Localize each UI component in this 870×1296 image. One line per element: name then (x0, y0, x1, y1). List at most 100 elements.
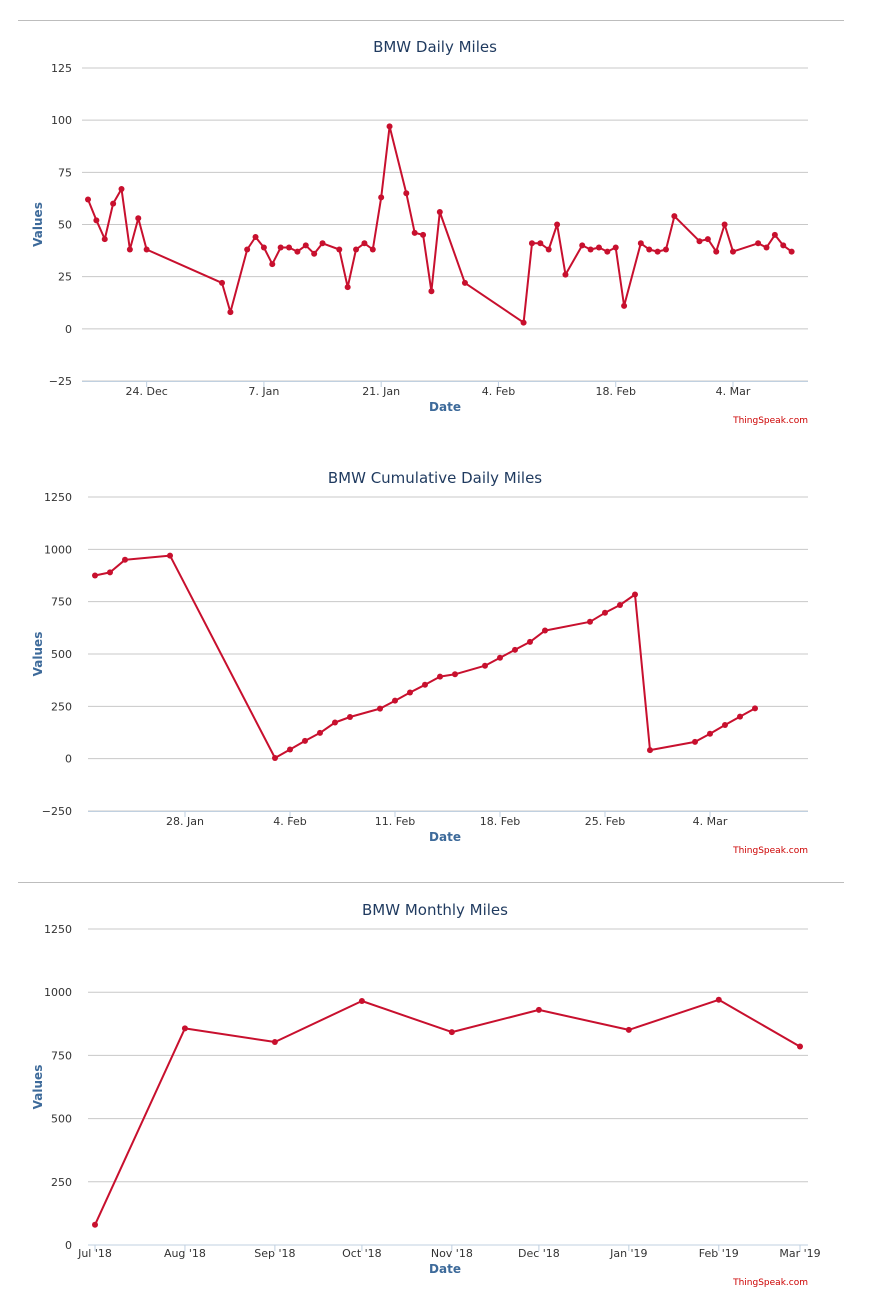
data-point[interactable] (286, 244, 293, 251)
data-point[interactable] (604, 248, 611, 255)
data-point[interactable] (771, 231, 778, 238)
data-point[interactable] (461, 279, 468, 286)
data-point[interactable] (437, 673, 443, 680)
data-point[interactable] (167, 552, 173, 559)
data-point[interactable] (260, 244, 267, 251)
data-point[interactable] (287, 746, 293, 753)
data-point[interactable] (377, 705, 383, 712)
data-point[interactable] (448, 1029, 455, 1036)
data-point[interactable] (347, 714, 353, 721)
data-point[interactable] (317, 729, 323, 736)
data-point[interactable] (126, 246, 133, 253)
data-point[interactable] (302, 242, 309, 249)
data-point[interactable] (752, 705, 758, 712)
data-point[interactable] (319, 240, 326, 247)
data-point[interactable] (386, 123, 393, 130)
data-point[interactable] (671, 213, 678, 220)
data-point[interactable] (527, 638, 533, 645)
data-point[interactable] (407, 689, 413, 696)
data-point[interactable] (358, 998, 365, 1005)
data-point[interactable] (361, 240, 368, 247)
data-point[interactable] (392, 697, 398, 704)
data-point[interactable] (612, 244, 619, 251)
data-point[interactable] (545, 246, 552, 253)
data-point[interactable] (696, 238, 703, 245)
data-point[interactable] (707, 730, 713, 737)
data-point[interactable] (621, 302, 628, 309)
data-point[interactable] (562, 271, 569, 278)
data-point[interactable] (520, 319, 527, 326)
data-point[interactable] (101, 236, 108, 243)
data-point[interactable] (428, 288, 435, 295)
data-point[interactable] (595, 244, 602, 251)
data-point[interactable] (617, 602, 623, 609)
data-point[interactable] (713, 248, 720, 255)
data-point[interactable] (311, 250, 318, 257)
data-point[interactable] (411, 229, 418, 236)
data-point[interactable] (269, 261, 276, 268)
data-point[interactable] (662, 246, 669, 253)
data-point[interactable] (294, 248, 301, 255)
data-point[interactable] (378, 194, 385, 201)
data-point[interactable] (403, 190, 410, 197)
credit-link[interactable]: ThingSpeak.com (732, 1278, 808, 1288)
data-point[interactable] (369, 246, 376, 253)
data-point[interactable] (271, 1039, 278, 1046)
data-point[interactable] (722, 721, 728, 728)
data-point[interactable] (579, 242, 586, 249)
data-point[interactable] (107, 569, 113, 576)
data-point[interactable] (332, 719, 338, 726)
data-point[interactable] (135, 215, 142, 222)
data-point[interactable] (646, 246, 653, 253)
data-point[interactable] (181, 1025, 188, 1032)
data-point[interactable] (542, 627, 548, 634)
data-point[interactable] (602, 609, 608, 616)
data-point[interactable] (654, 248, 661, 255)
data-point[interactable] (788, 248, 795, 255)
data-point[interactable] (272, 755, 278, 762)
data-point[interactable] (721, 221, 728, 228)
data-point[interactable] (353, 246, 360, 253)
data-point[interactable] (729, 248, 736, 255)
data-point[interactable] (482, 662, 488, 669)
data-point[interactable] (143, 246, 150, 253)
data-point[interactable] (227, 309, 234, 316)
credit-link[interactable]: ThingSpeak.com (732, 846, 808, 856)
data-point[interactable] (336, 246, 343, 253)
data-point[interactable] (554, 221, 561, 228)
data-point[interactable] (252, 234, 259, 241)
data-point[interactable] (118, 186, 125, 193)
data-point[interactable] (763, 244, 770, 251)
data-point[interactable] (497, 654, 503, 661)
data-point[interactable] (537, 240, 544, 247)
data-point[interactable] (344, 284, 351, 291)
data-point[interactable] (715, 996, 722, 1003)
data-point[interactable] (277, 244, 284, 251)
data-point[interactable] (219, 279, 226, 286)
data-point[interactable] (92, 572, 98, 579)
data-point[interactable] (704, 236, 711, 243)
data-point[interactable] (244, 246, 251, 253)
data-point[interactable] (632, 591, 638, 598)
data-point[interactable] (512, 646, 518, 653)
data-point[interactable] (647, 747, 653, 754)
data-point[interactable] (625, 1026, 632, 1033)
data-point[interactable] (422, 681, 428, 688)
data-point[interactable] (420, 231, 427, 238)
data-point[interactable] (122, 556, 128, 563)
data-point[interactable] (637, 240, 644, 247)
data-point[interactable] (528, 240, 535, 247)
data-point[interactable] (452, 671, 458, 678)
data-point[interactable] (535, 1006, 542, 1013)
credit-link[interactable]: ThingSpeak.com (732, 416, 808, 426)
data-point[interactable] (755, 240, 762, 247)
data-point[interactable] (92, 1221, 98, 1228)
data-point[interactable] (692, 738, 698, 745)
data-point[interactable] (93, 217, 100, 224)
data-point[interactable] (780, 242, 787, 249)
data-point[interactable] (587, 618, 593, 625)
data-point[interactable] (85, 196, 91, 203)
data-point[interactable] (737, 713, 743, 720)
data-point[interactable] (302, 737, 308, 744)
data-point[interactable] (797, 1043, 803, 1050)
